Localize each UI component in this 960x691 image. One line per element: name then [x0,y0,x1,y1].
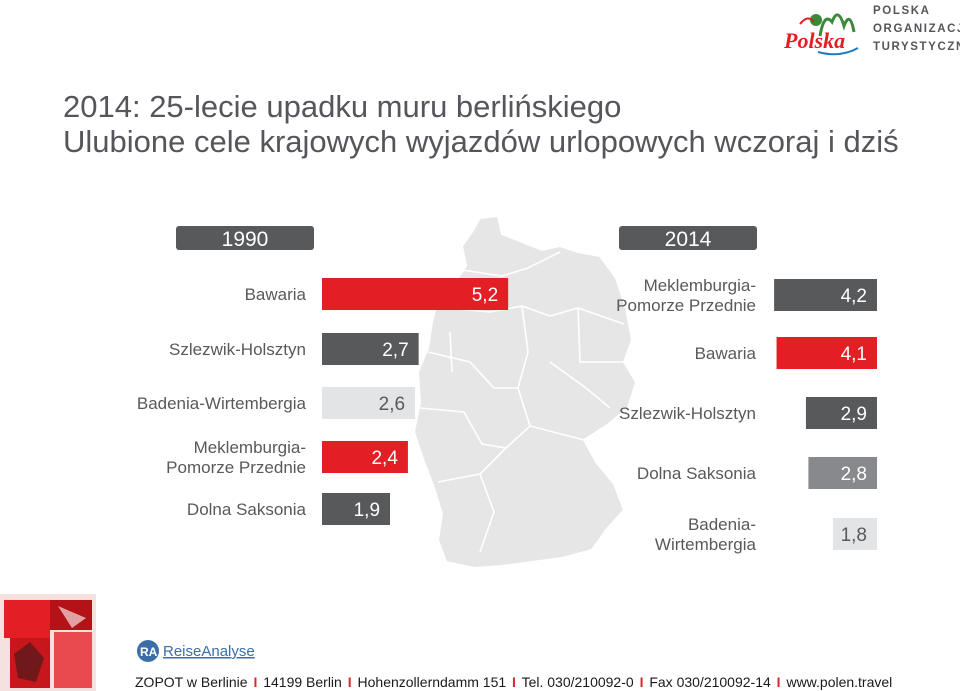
category-label: Szlezwik-Holsztyn [619,404,756,423]
category-label: Wirtembergia [655,535,757,554]
footer-org: ZOPOT w Berlinie [135,674,248,690]
bar [322,387,416,419]
reiseanalyse-logo: RA ReiseAnalyse [137,640,255,662]
logo-org-line-1: POLSKA [873,5,931,17]
year-pill-0 [176,226,314,250]
reiseanalyse-logo-mark: RA [140,645,158,659]
footer-illustration [0,594,96,691]
state-borders [419,251,625,553]
bar-value-label: 1,8 [841,525,867,546]
category-label: Meklemburgia- [194,438,306,457]
bar-value-label: 4,2 [841,286,867,307]
bar [322,493,391,525]
bar [776,337,877,369]
bar [322,441,408,473]
category-label: Pomorze Przednie [616,296,756,315]
reiseanalyse-logo-text: ReiseAnalyse [163,643,255,660]
bar [805,397,877,429]
polska-logo-mark [799,13,856,37]
bar [832,518,877,550]
bar-value-label: 4,1 [841,344,867,365]
page-title-line-2: Ulubione cele krajowych wyjazdów urlopow… [63,124,899,159]
footer-street: Hohenzollerndamm 151 [357,674,507,690]
category-label: Pomorze Przednie [166,458,306,477]
footer-fax: Fax 030/210092-14 [649,674,771,690]
footer-contact: ZOPOT w Berlinie I 14199 Berlin I Hohenz… [135,674,892,690]
category-label: Meklemburgia- [644,276,756,295]
footer-separator: I [347,674,352,690]
bar [322,278,509,310]
bar [322,333,419,365]
logo-org-line-3: TURYSTYCZNA [873,41,960,53]
category-label: Szlezwik-Holsztyn [169,340,306,359]
footer-postcode: 14199 Berlin [263,674,342,690]
footer-separator: I [776,674,781,690]
polska-logo: Polska [783,13,859,56]
page-title-line-1: 2014: 25-lecie upadku muru berlińskiego [63,89,622,124]
footer-separator: I [512,674,516,690]
category-label: Badenia-Wirtembergia [137,394,307,413]
footer-phone: Tel. 030/210092-0 [521,674,634,690]
logo-org-line-2: ORGANIZACJA [873,23,960,35]
bar [808,457,877,489]
footer-separator: I [253,674,258,690]
bar-value-label: 2,4 [371,448,398,469]
bar-value-label: 2,7 [382,340,408,361]
footer-separator: I [639,674,644,690]
polska-wordmark: Polska [783,28,845,53]
bar-value-label: 2,9 [841,404,867,425]
category-label: Bawaria [695,344,757,363]
category-label: Badenia- [688,515,756,534]
bar-value-label: 2,6 [379,394,405,415]
year-pill-label: 1990 [222,228,269,251]
category-label: Bawaria [245,285,307,304]
footer-website: www.polen.travel [786,674,893,690]
bar-value-label: 2,8 [841,464,867,485]
bar-value-label: 5,2 [472,285,498,306]
bar [774,279,877,311]
category-label: Dolna Saksonia [637,464,757,483]
year-pill-label: 2014 [665,228,712,251]
bar-value-label: 1,9 [354,500,380,521]
year-pill-1 [619,226,757,250]
category-label: Dolna Saksonia [187,500,307,519]
